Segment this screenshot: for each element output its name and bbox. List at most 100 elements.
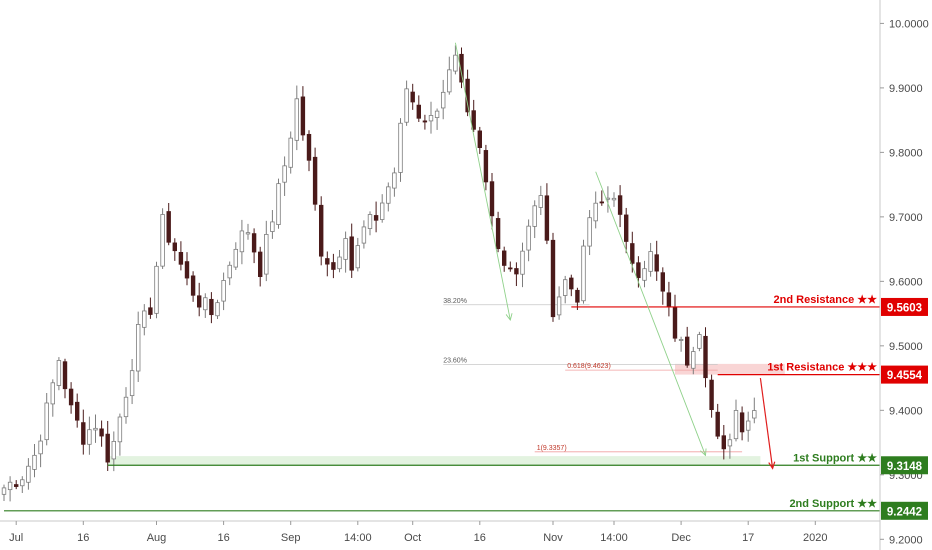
candle-body (44, 402, 49, 441)
price-badge-label: 9.5603 (887, 302, 922, 314)
target-arrow-head (768, 461, 776, 470)
candle-body (575, 289, 580, 303)
candle-body (294, 98, 299, 141)
y-tick-label: 9.8000 (889, 147, 923, 159)
candle-body (434, 110, 440, 118)
price-badge (881, 456, 928, 475)
y-tick-label: 9.6000 (889, 276, 923, 288)
candle-body (367, 214, 373, 229)
candle-body (447, 69, 452, 93)
x-tick-label: 16 (474, 532, 486, 544)
candle-body (87, 429, 92, 445)
x-tick-label: Sep (281, 532, 301, 544)
candle-body (617, 195, 623, 215)
arrows (454, 42, 776, 470)
candle-body (337, 256, 342, 270)
x-tick-label: 14:00 (344, 532, 372, 544)
candle-body (81, 422, 86, 445)
candle-body (752, 410, 757, 419)
candle-body (276, 183, 281, 225)
candle-body (117, 416, 123, 443)
candle-body (636, 262, 641, 279)
candle-body (203, 297, 208, 311)
candle-body (190, 275, 196, 296)
candle-body (135, 324, 141, 372)
price-badge-label: 9.4554 (887, 370, 923, 382)
candle-body (660, 272, 665, 292)
x-tick-label: 2020 (803, 532, 827, 544)
candle-body (532, 205, 537, 227)
fib-label: 38.20% (443, 298, 467, 305)
resistance-zone (675, 363, 785, 375)
candle-body (166, 211, 171, 243)
candle-body (7, 481, 13, 491)
candle-body (355, 245, 360, 269)
candle-body (587, 217, 592, 247)
candle-body (416, 104, 421, 119)
fibonacci-lines: 38.20% 23.60% 0.618(9.4623) 1(9.3357) (443, 298, 743, 453)
candle-body (703, 335, 708, 379)
candle-body (245, 232, 251, 235)
y-tick-label: 9.5000 (889, 341, 923, 353)
candle-body (508, 267, 513, 270)
candle-body (563, 279, 568, 296)
candle-body (312, 156, 318, 205)
candle-body (599, 201, 604, 204)
candle-body (111, 440, 116, 460)
candle-body (142, 310, 147, 328)
price-badge (881, 365, 928, 384)
fib-label: 0.618(9.4623) (567, 363, 611, 370)
candle-body (709, 379, 714, 411)
candle-body (300, 96, 306, 136)
y-tick-label: 9.2000 (889, 534, 923, 546)
candle-body (349, 236, 354, 271)
candle-body (26, 465, 31, 483)
candle-body (727, 439, 733, 447)
candle-body (691, 351, 696, 369)
candle-body (569, 277, 574, 290)
candle-body (257, 251, 263, 277)
swing-arrow-1-head (505, 313, 513, 322)
candle-body (556, 296, 562, 316)
level-label: 1st Support ★★ (793, 452, 877, 464)
candle-body (154, 265, 159, 314)
price-badge-label: 9.3148 (887, 461, 923, 473)
candle-body (160, 214, 165, 267)
x-tick-label: Oct (404, 532, 421, 544)
price-badge-label: 9.2442 (887, 506, 922, 518)
candle-body (215, 302, 220, 317)
candle-body (477, 130, 482, 148)
candle-body (270, 221, 275, 232)
candle-body (538, 195, 543, 208)
x-tick-label: 16 (77, 532, 89, 544)
candle-body (739, 412, 745, 433)
candle-body (221, 280, 226, 302)
x-tick-label: 14:00 (600, 532, 628, 544)
candle-body (373, 215, 379, 221)
price-badge (881, 501, 928, 520)
candle-body (398, 122, 403, 173)
target-arrow (759, 378, 774, 469)
candle-body (630, 243, 635, 264)
candle-body (422, 120, 428, 123)
candle-body (453, 54, 458, 72)
candle-body (264, 234, 269, 275)
candle-body (489, 181, 495, 217)
candle-body (62, 361, 68, 390)
candle-body (514, 268, 519, 275)
candles (1, 45, 757, 502)
swing-arrow-2-head (700, 448, 707, 457)
candle-body (75, 401, 80, 421)
levels: 2nd Resistance ★★ 1st Resistance ★★★ 1st S… (4, 294, 880, 512)
candle-body (172, 242, 177, 252)
candle-body (428, 115, 434, 122)
candle-body (495, 218, 501, 250)
candle-body (184, 261, 190, 279)
candle-body (465, 78, 470, 113)
candle-body (288, 137, 293, 168)
swing-arrow-2 (595, 171, 706, 456)
candle-body (410, 91, 415, 103)
candle-body (343, 238, 348, 260)
candle-body (624, 214, 629, 242)
